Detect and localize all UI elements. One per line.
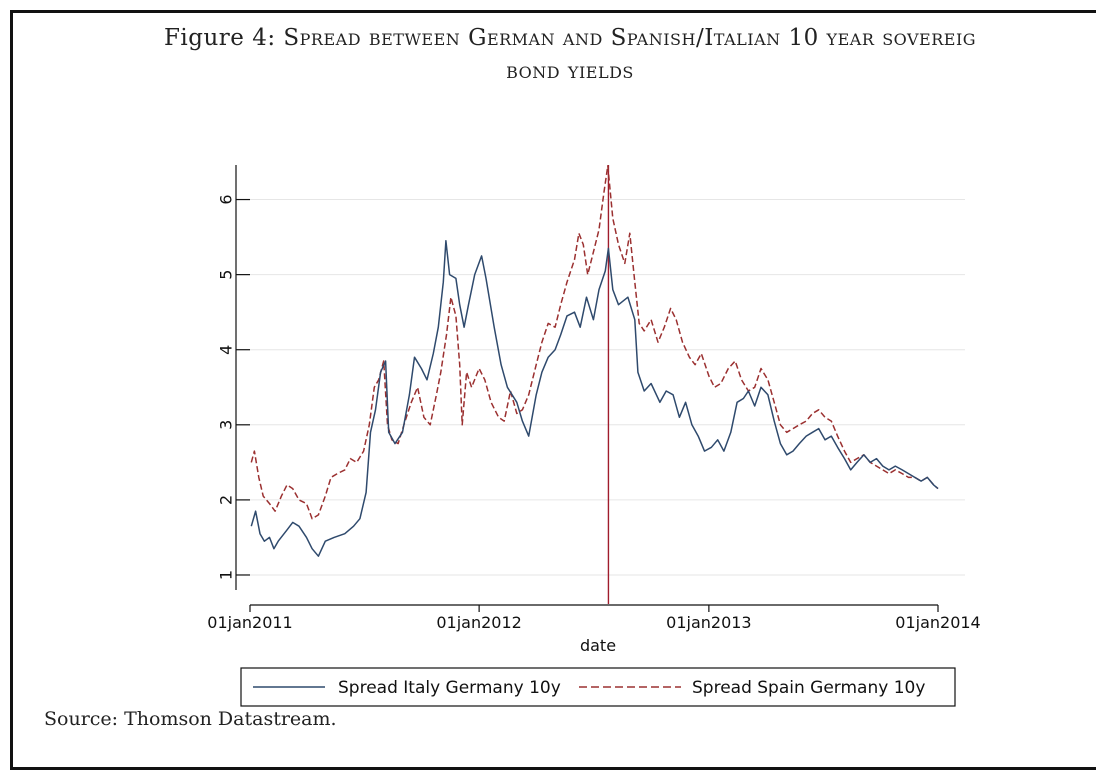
x-tick-label: 01jan2013 <box>666 613 751 632</box>
legend: Spread Italy Germany 10y Spread Spain Ger… <box>240 667 956 707</box>
figure-title-line2: bond yields <box>506 58 634 84</box>
x-tick-label: 01jan2012 <box>436 613 521 632</box>
figure-title: Figure 4: Spread between German and Span… <box>0 22 1096 88</box>
x-tick-label: 01jan2011 <box>207 613 292 632</box>
legend-label: Spread Spain Germany 10y <box>692 678 925 698</box>
series-layer <box>250 165 939 604</box>
figure-source-note: Source: Thomson Datastream. <box>44 708 337 730</box>
axes-layer: 1 2 3 4 5 6 01jan2011 01jan2012 01jan2013 01jan20… <box>207 165 981 655</box>
y-tick-label: 3 <box>217 420 236 430</box>
series-line-italy <box>250 240 939 557</box>
x-axis-title: date <box>580 636 616 655</box>
series-line-spain <box>250 165 939 520</box>
y-tick-label: 6 <box>217 194 236 204</box>
y-tick-label: 4 <box>217 345 236 355</box>
figure-title-line1: Spread between German and Spanish/Italia… <box>283 25 977 51</box>
x-tick-label: 01jan2014 <box>895 613 980 632</box>
line-chart: 1 2 3 4 5 6 01jan2011 01jan2012 01jan2013 01jan20… <box>207 165 981 707</box>
figure-title-prefix: Figure 4: <box>163 25 276 51</box>
grid-layer <box>250 199 965 576</box>
legend-label: Spread Italy Germany 10y <box>338 678 561 698</box>
y-tick-label: 2 <box>217 495 236 505</box>
y-tick-label: 1 <box>217 570 236 580</box>
y-tick-label: 5 <box>217 270 236 280</box>
